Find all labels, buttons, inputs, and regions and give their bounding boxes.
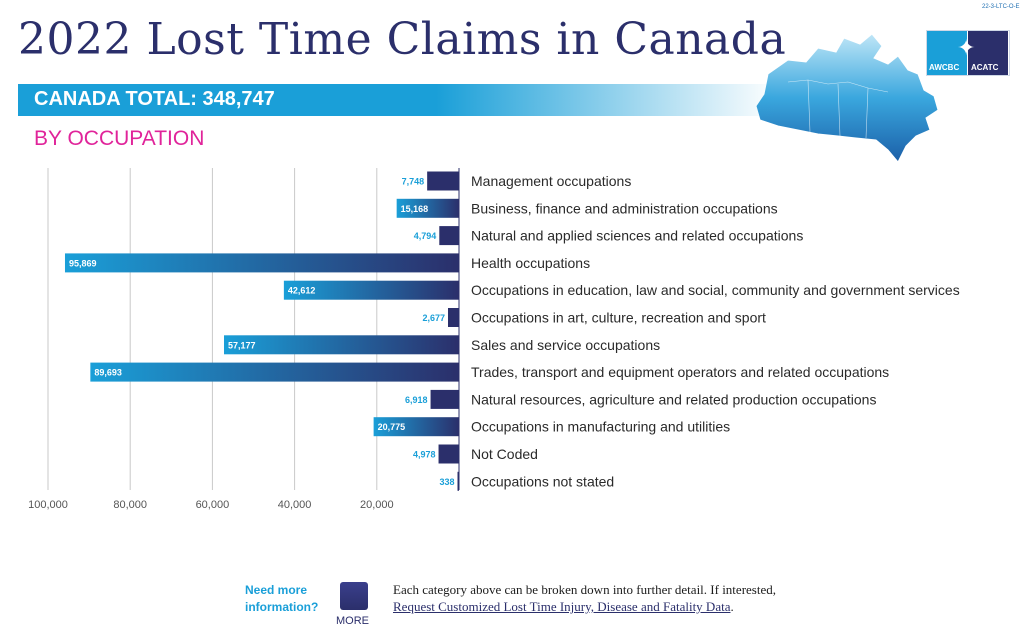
x-tick-label: 80,000 <box>113 499 147 511</box>
bar <box>430 389 459 409</box>
bar-value-label: 2,677 <box>422 313 445 323</box>
document-code: 22-3-LTC-O-E <box>982 4 1020 10</box>
bar <box>224 335 459 355</box>
x-tick-label: 100,000 <box>28 499 68 511</box>
category-label: Business, finance and administration occ… <box>471 200 778 216</box>
bar <box>447 308 459 327</box>
bar-value-label: 95,869 <box>69 258 97 268</box>
category-label: Natural and applied sciences and related… <box>471 228 803 244</box>
logo-text-awcbc: AWCBC <box>929 63 960 72</box>
request-data-link[interactable]: Request Customized Lost Time Injury, Dis… <box>393 599 731 614</box>
bar <box>438 444 459 464</box>
category-label: Occupations in manufacturing and utiliti… <box>471 419 730 435</box>
category-label: Natural resources, agriculture and relat… <box>471 391 876 407</box>
category-label: Sales and service occupations <box>471 337 660 353</box>
bar-value-label: 4,794 <box>414 231 437 241</box>
footer-note: Each category above can be broken down i… <box>393 581 776 615</box>
bar <box>396 198 459 218</box>
bar <box>283 280 459 300</box>
canada-map-illustration <box>748 22 943 167</box>
category-label: Occupations in education, law and social… <box>471 282 960 298</box>
category-label: Management occupations <box>471 173 631 189</box>
need-more-info-text: Need more information? <box>245 583 319 614</box>
x-tick-label: 60,000 <box>196 499 230 511</box>
bar <box>427 171 459 191</box>
bar <box>439 226 459 246</box>
category-label: Not Coded <box>471 446 538 462</box>
bar-value-label: 338 <box>439 477 454 487</box>
bar <box>457 471 459 491</box>
footer-link-suffix: . <box>730 599 734 614</box>
page-title: 2022 Lost Time Claims in Canada <box>18 14 787 65</box>
bar-value-label: 4,978 <box>413 450 436 460</box>
bar <box>373 417 459 437</box>
x-tick-label: 20,000 <box>360 499 394 511</box>
total-banner <box>18 84 778 116</box>
chart-subtitle: BY OCCUPATION <box>34 127 205 150</box>
more-label[interactable]: MORE <box>336 615 369 627</box>
bar-value-label: 7,748 <box>402 177 425 187</box>
bar-value-label: 6,918 <box>405 395 428 405</box>
bar-value-label: 89,693 <box>94 368 122 378</box>
x-tick-label: 40,000 <box>278 499 312 511</box>
category-label: Occupations not stated <box>471 473 614 489</box>
bar-value-label: 42,612 <box>288 286 316 296</box>
awcbc-logo: ✦ AWCBC ACATC <box>926 30 1010 76</box>
logo-text-acatc: ACATC <box>971 63 999 72</box>
bar-value-label: 20,775 <box>378 422 406 432</box>
category-label: Occupations in art, culture, recreation … <box>471 310 766 326</box>
bar-value-label: 15,168 <box>401 204 429 214</box>
bar-value-label: 57,177 <box>228 340 256 350</box>
maple-leaf-icon: ✦ <box>957 35 976 60</box>
occupation-bar-chart: 100,000 80,000 60,000 40,000 20,000 7,748 Mana… <box>28 168 960 511</box>
more-button[interactable] <box>340 582 368 610</box>
category-label: Health occupations <box>471 255 590 271</box>
category-label: Trades, transport and equipment operator… <box>471 364 889 380</box>
bar <box>90 362 460 382</box>
footer-text-line1: Each category above can be broken down i… <box>393 582 776 597</box>
canada-total: CANADA TOTAL: 348,747 <box>34 88 275 110</box>
bar <box>64 253 460 273</box>
